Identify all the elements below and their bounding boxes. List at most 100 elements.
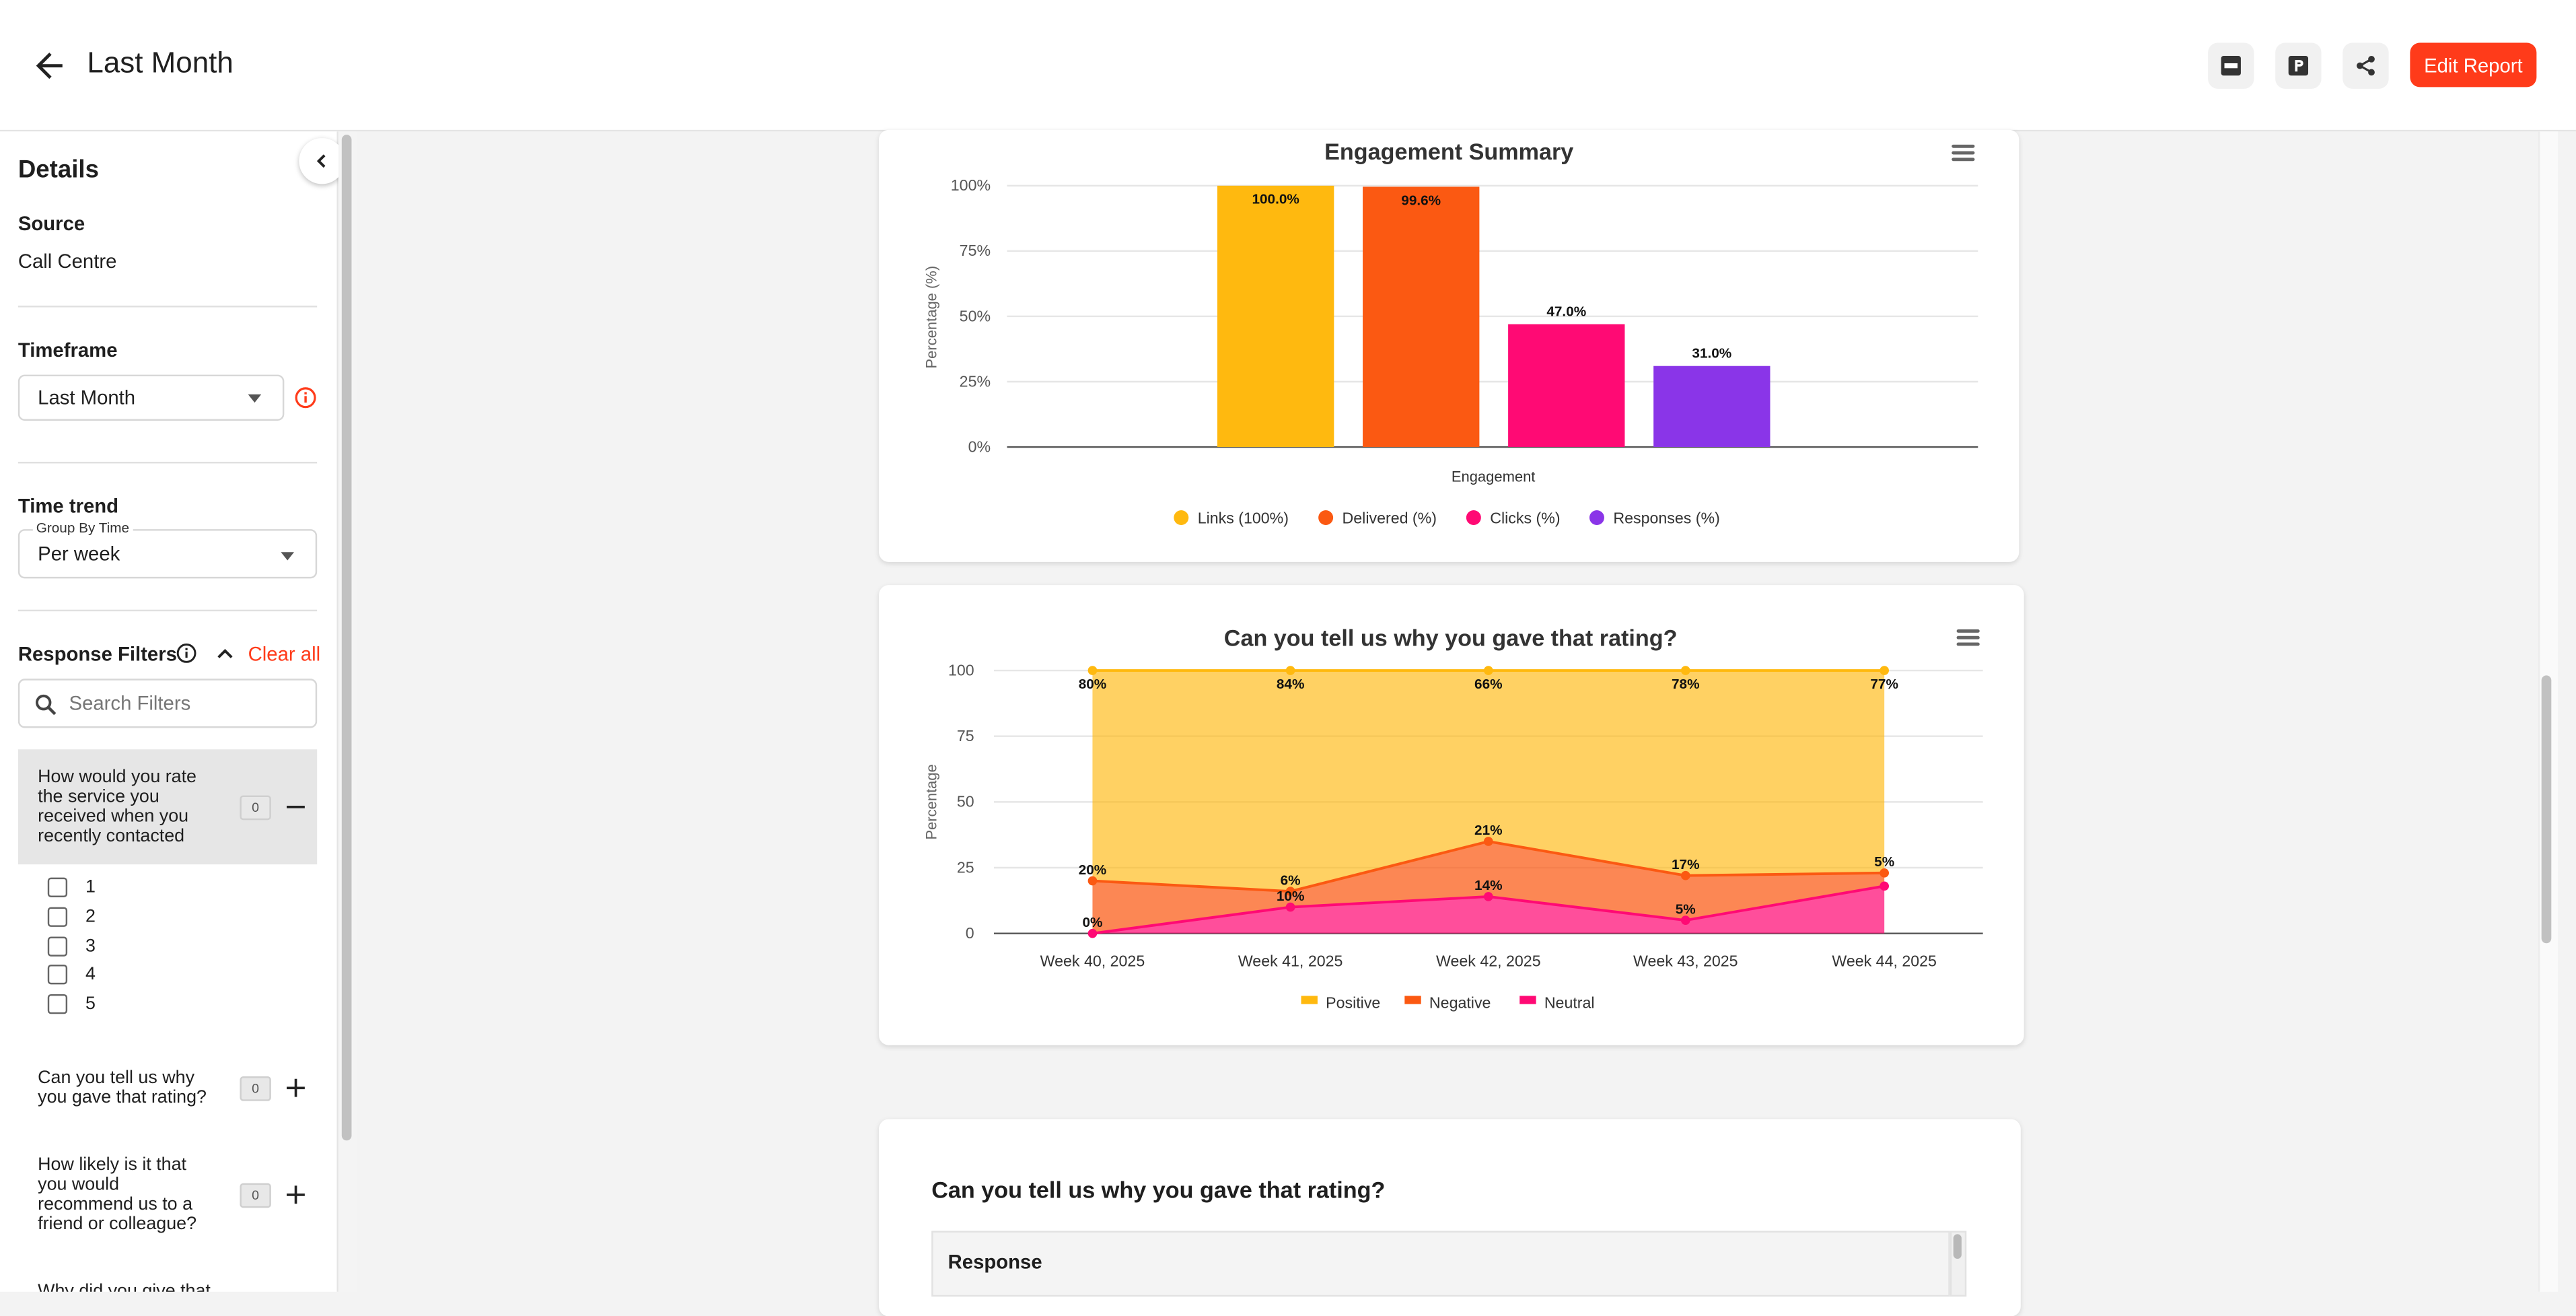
data-point[interactable] (1483, 837, 1493, 846)
info-icon[interactable] (294, 386, 317, 409)
search-icon (35, 694, 57, 716)
data-point[interactable] (1880, 881, 1890, 891)
data-label: 20% (1079, 862, 1107, 878)
checkbox[interactable] (47, 907, 68, 927)
legend-marker[interactable] (1301, 996, 1318, 1004)
table-scrollbar-thumb[interactable] (1953, 1234, 1962, 1259)
data-label: 100.0% (1252, 192, 1299, 207)
data-label: 66% (1474, 677, 1503, 692)
group-by-time-select[interactable]: Per week (17, 529, 318, 579)
x-axis-title: Engagement (1452, 468, 1536, 485)
chart-menu-icon[interactable] (1952, 144, 1975, 164)
legend-marker[interactable] (1466, 510, 1481, 525)
minus-icon[interactable] (284, 796, 307, 819)
collapse-sidebar-button[interactable] (299, 138, 345, 184)
export-powerpoint-button[interactable] (2275, 42, 2322, 89)
data-point[interactable] (1087, 666, 1098, 675)
chart-title: Engagement Summary (1324, 139, 1573, 165)
chevron-up-icon[interactable] (215, 644, 235, 664)
data-point[interactable] (1087, 876, 1098, 886)
timeframe-label: Timeframe (17, 338, 118, 362)
area-positive[interactable] (1092, 670, 1885, 892)
pdf-icon (2221, 56, 2241, 76)
search-filters-input[interactable]: Search Filters (17, 679, 318, 728)
filter-option[interactable]: 3 (47, 936, 96, 957)
legend-label[interactable]: Links (100%) (1198, 510, 1289, 527)
checkbox[interactable] (47, 936, 68, 957)
area-negative[interactable] (1092, 841, 1885, 934)
share-icon (2357, 56, 2375, 76)
export-pdf-button[interactable] (2208, 42, 2254, 89)
filter-option[interactable]: 1 (47, 877, 96, 897)
legend-label[interactable]: Delivered (%) (1343, 510, 1437, 527)
data-point[interactable] (1087, 928, 1098, 938)
legend-marker[interactable] (1589, 510, 1604, 525)
legend-label[interactable]: Responses (%) (1613, 510, 1720, 527)
x-tick-label: Week 41, 2025 (1238, 952, 1343, 969)
bar[interactable] (1653, 366, 1770, 448)
back-arrow-icon[interactable] (30, 46, 69, 85)
y-axis-title: Percentage (%) (923, 266, 940, 369)
sidebar-scrollbar-thumb[interactable] (341, 135, 352, 1141)
legend-marker[interactable] (1174, 510, 1189, 525)
data-point[interactable] (1680, 666, 1690, 675)
timeframe-select[interactable]: Last Month (17, 374, 285, 421)
chart-title: Can you tell us why you gave that rating… (1224, 625, 1678, 651)
data-point[interactable] (1285, 887, 1295, 896)
data-point[interactable] (1483, 666, 1493, 675)
bar[interactable] (1363, 186, 1480, 448)
clear-all-link[interactable]: Clear all (248, 642, 321, 666)
info-icon[interactable] (176, 643, 197, 664)
filter-group-rating[interactable]: How would you rate the service you recei… (17, 749, 318, 865)
data-label: 6% (1281, 872, 1301, 888)
bar[interactable] (1217, 185, 1334, 448)
count-badge: 0 (240, 1183, 271, 1208)
legend-label[interactable]: Clicks (%) (1490, 510, 1560, 527)
y-tick-label: 75 (957, 727, 974, 744)
data-label: 80% (1079, 677, 1107, 692)
data-point[interactable] (1285, 666, 1295, 675)
data-label: 31.0% (1692, 345, 1731, 361)
y-tick-label: 25 (957, 858, 974, 876)
legend-marker[interactable] (1404, 996, 1421, 1004)
filter-option[interactable]: 4 (47, 965, 96, 985)
data-point[interactable] (1680, 915, 1690, 925)
plus-icon[interactable] (284, 1076, 307, 1099)
data-point[interactable] (1483, 892, 1493, 901)
filter-group-recommend[interactable]: How likely is it that you would recommen… (18, 1144, 317, 1242)
edit-report-button[interactable]: Edit Report (2410, 42, 2537, 88)
plus-icon[interactable] (284, 1183, 307, 1206)
data-label: 84% (1277, 677, 1305, 692)
data-point[interactable] (1880, 666, 1890, 675)
legend-label[interactable]: Neutral (1544, 994, 1595, 1012)
main-scrollbar-thumb[interactable] (2541, 675, 2552, 944)
y-tick-label: 100% (951, 176, 991, 194)
app-header: Last Month Edit Report (0, 0, 2576, 132)
checkbox[interactable] (47, 965, 68, 985)
legend-label[interactable]: Positive (1326, 994, 1380, 1012)
chart-menu-icon[interactable] (1956, 629, 1980, 649)
share-button[interactable] (2342, 42, 2389, 89)
legend-marker[interactable] (1519, 996, 1536, 1004)
filter-group-rating-reason[interactable]: Can you tell us why you gave that rating… (18, 1051, 317, 1117)
divider (17, 306, 318, 308)
option-label: 5 (85, 994, 96, 1014)
checkbox[interactable] (47, 994, 68, 1014)
filter-option[interactable]: 2 (47, 907, 96, 927)
group-by-label: Group By Time (32, 519, 133, 536)
x-tick-label: Week 43, 2025 (1633, 952, 1738, 969)
group-by-value: Per week (38, 542, 120, 565)
legend-label[interactable]: Negative (1429, 994, 1491, 1012)
y-tick-label: 50% (960, 307, 991, 324)
filter-group-title: How would you rate the service you recei… (38, 767, 197, 847)
filter-option[interactable]: 5 (47, 994, 96, 1014)
checkbox[interactable] (47, 877, 68, 897)
legend-marker[interactable] (1318, 510, 1334, 525)
data-point[interactable] (1285, 902, 1295, 912)
engagement-summary-card: Engagement Summary Percentage (%) Engage… (879, 129, 2019, 562)
data-point[interactable] (1880, 868, 1890, 878)
data-point[interactable] (1680, 870, 1690, 880)
filter-group-why[interactable]: Why did you give that (18, 1272, 317, 1292)
bar[interactable] (1508, 324, 1625, 448)
y-tick-label: 0% (968, 438, 991, 455)
